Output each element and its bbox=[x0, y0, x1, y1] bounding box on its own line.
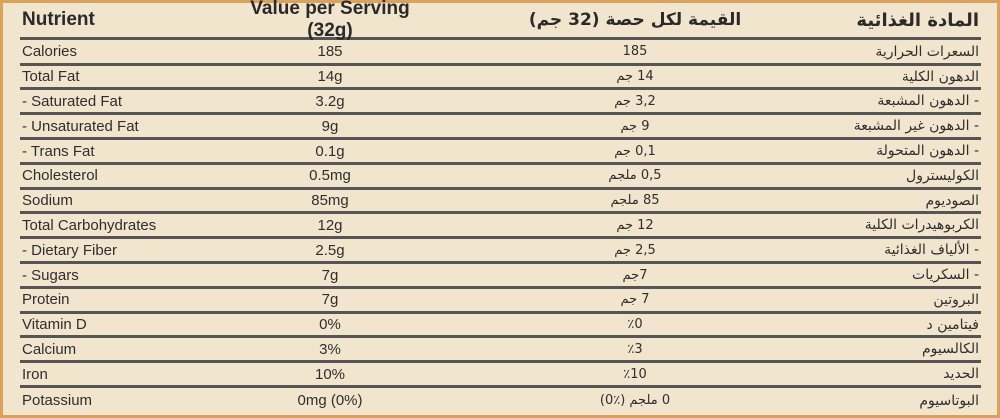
nutrient-name-ar: - الدهون المشبعة bbox=[877, 93, 979, 110]
nutrient-value: 3% bbox=[319, 340, 341, 358]
nutrient-name: - Trans Fat bbox=[22, 142, 95, 160]
table-row: - Sugars 7g 7جم - السكريات bbox=[20, 264, 981, 289]
nutrient-value: 9g bbox=[321, 117, 339, 135]
table-row: Protein 7g 7 جم البروتين bbox=[20, 289, 981, 314]
nutrient-value: 85mg bbox=[311, 192, 349, 210]
nutrient-name-ar: الكالسيوم bbox=[921, 341, 979, 358]
nutrient-name: Iron bbox=[22, 365, 48, 383]
nutrient-value-ar: 2,5 جم bbox=[614, 242, 656, 258]
nutrient-value: 0mg (0%) bbox=[297, 392, 363, 410]
nutrient-value: 7g bbox=[321, 291, 339, 309]
nutrient-value-ar: 7 جم bbox=[620, 292, 650, 308]
nutrient-name-ar: الكربوهيدرات الكلية bbox=[864, 217, 979, 234]
table-row: - Dietary Fiber 2.5g 2,5 جم - الألياف الغذا… bbox=[20, 239, 981, 265]
nutrient-name-ar: - السكريات bbox=[912, 267, 979, 284]
nutrient-name-ar: فيتامين د bbox=[926, 316, 979, 333]
nutrient-value-ar: ٪0 bbox=[627, 317, 643, 333]
nutrient-name: Sodium bbox=[22, 192, 73, 210]
nutrient-name: Calcium bbox=[22, 340, 77, 358]
nutrient-value: 2.5g bbox=[315, 241, 345, 259]
table-row: - Saturated Fat 3.2g 3,2 جم - الدهون المشبع… bbox=[20, 91, 981, 116]
header-nutrient: Nutrient bbox=[22, 9, 95, 30]
nutrient-value: 0.1g bbox=[315, 142, 345, 160]
nutrient-value: 185 bbox=[317, 43, 343, 61]
nutrient-value: 0.5mg bbox=[309, 167, 351, 185]
nutrient-name: - Sugars bbox=[22, 266, 79, 284]
nutrient-value: 10% bbox=[314, 365, 346, 383]
header-nutrient-ar: المادة الغذائية bbox=[856, 9, 979, 31]
table-row: - Unsaturated Fat 9g 9 جم - الدهون غير المش… bbox=[20, 115, 981, 141]
nutrient-name: - Saturated Fat bbox=[22, 92, 123, 110]
nutrient-value-ar: 14 جم bbox=[616, 69, 654, 85]
nutrient-value-ar: 12 جم bbox=[616, 217, 654, 233]
nutrient-name: Total Fat bbox=[22, 68, 80, 86]
nutrient-value: 3.2g bbox=[315, 92, 345, 110]
table-row: Potassium 0mg (0%) 0 ملجم (٪0) البوتاسيوم bbox=[20, 388, 981, 413]
header-value-ar: القيمة لكل حصة (32 جم) bbox=[528, 10, 742, 30]
table-row: Calories 185 185 السعرات الحرارية bbox=[20, 41, 981, 66]
nutrient-name-ar: الصوديوم bbox=[925, 192, 979, 209]
nutrient-name-ar: الكوليسترول bbox=[906, 167, 979, 184]
nutrient-name: Total Carbohydrates bbox=[22, 216, 157, 234]
nutrient-value: 12g bbox=[317, 216, 343, 234]
nutrient-name: Vitamin D bbox=[22, 316, 87, 334]
table-row: Cholesterol 0.5mg 0,5 ملجم الكوليسترول bbox=[20, 165, 981, 190]
nutrient-value-ar: 0 ملجم (٪0) bbox=[599, 393, 671, 409]
nutrient-name-ar: البوتاسيوم bbox=[919, 392, 979, 409]
nutrient-value-ar: 9 جم bbox=[620, 118, 650, 134]
nutrition-table: Nutrient Value per Serving (32g) القيمة … bbox=[3, 0, 997, 415]
table-header: Nutrient Value per Serving (32g) القيمة … bbox=[20, 0, 981, 41]
nutrient-name: - Dietary Fiber bbox=[22, 241, 118, 259]
nutrient-value-ar: 7جم bbox=[622, 267, 648, 283]
table-row: Total Carbohydrates 12g 12 جم الكربوهيدرات … bbox=[20, 215, 981, 240]
nutrient-value-ar: 0,5 ملجم bbox=[608, 168, 662, 184]
nutrient-value-ar: ٪10 bbox=[623, 366, 647, 382]
nutrient-value: 7g bbox=[321, 266, 339, 284]
nutrient-name-ar: الحديد bbox=[943, 366, 979, 383]
nutrient-value-ar: 0,1 جم bbox=[614, 143, 656, 159]
nutrient-name: Calories bbox=[22, 43, 78, 61]
table-row: Iron 10% ٪10 الحديد bbox=[20, 363, 981, 389]
nutrient-name: Protein bbox=[22, 291, 70, 309]
nutrient-name: - Unsaturated Fat bbox=[22, 117, 139, 135]
table-row: Vitamin D 0% ٪0 فيتامين د bbox=[20, 314, 981, 339]
nutrient-value-ar: ٪3 bbox=[627, 341, 643, 357]
table-row: - Trans Fat 0.1g 0,1 جم - الدهون المتحولة bbox=[20, 140, 981, 165]
nutrient-name-ar: البروتين bbox=[933, 291, 979, 308]
nutrient-name: Potassium bbox=[22, 392, 93, 410]
nutrient-value-ar: 185 bbox=[622, 44, 648, 60]
nutrient-value-ar: 85 ملجم bbox=[610, 193, 660, 209]
table-row: Total Fat 14g 14 جم الدهون الكلية bbox=[20, 66, 981, 91]
nutrient-value-ar: 3,2 جم bbox=[614, 93, 656, 109]
nutrient-name-ar: الدهون الكلية bbox=[901, 68, 979, 85]
table-row: Sodium 85mg 85 ملجم الصوديوم bbox=[20, 190, 981, 215]
table-row: Calcium 3% ٪3 الكالسيوم bbox=[20, 339, 981, 364]
nutrient-name-ar: السعرات الحرارية bbox=[875, 43, 979, 60]
nutrient-value: 14g bbox=[317, 68, 343, 86]
nutrient-name: Cholesterol bbox=[22, 167, 98, 185]
nutrient-name-ar: - الألياف الغذائية bbox=[884, 242, 979, 259]
header-value: Value per Serving (32g) bbox=[250, 0, 410, 41]
nutrient-name-ar: - الدهون غير المشبعة bbox=[853, 118, 979, 135]
nutrient-name-ar: - الدهون المتحولة bbox=[876, 143, 979, 160]
nutrient-value: 0% bbox=[319, 316, 341, 334]
